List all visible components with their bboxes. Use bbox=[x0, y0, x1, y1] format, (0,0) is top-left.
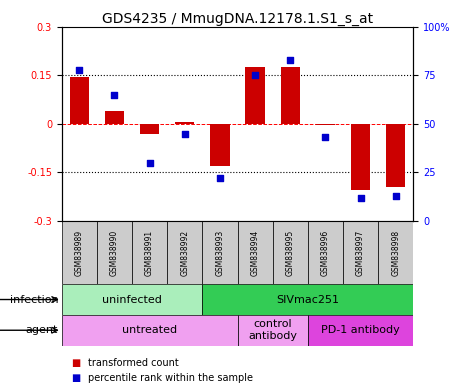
Bar bbox=[97, 221, 132, 284]
Bar bbox=[62, 315, 238, 346]
Point bbox=[357, 194, 364, 200]
Bar bbox=[386, 124, 405, 187]
Point bbox=[392, 192, 399, 199]
Bar bbox=[202, 284, 413, 315]
Text: control
antibody: control antibody bbox=[248, 319, 297, 341]
Text: GSM838989: GSM838989 bbox=[75, 229, 84, 276]
Bar bbox=[62, 221, 97, 284]
Text: GSM838998: GSM838998 bbox=[391, 229, 400, 276]
Text: GSM838993: GSM838993 bbox=[216, 229, 224, 276]
Text: GSM838990: GSM838990 bbox=[110, 229, 119, 276]
Text: ■: ■ bbox=[71, 358, 80, 368]
Text: GSM838991: GSM838991 bbox=[145, 229, 154, 276]
Point bbox=[286, 57, 294, 63]
Text: GSM838995: GSM838995 bbox=[286, 229, 294, 276]
Bar bbox=[308, 221, 343, 284]
Title: GDS4235 / MmugDNA.12178.1.S1_s_at: GDS4235 / MmugDNA.12178.1.S1_s_at bbox=[102, 12, 373, 26]
Bar bbox=[132, 221, 167, 284]
Point bbox=[181, 131, 189, 137]
Bar bbox=[210, 124, 229, 166]
Point bbox=[322, 134, 329, 141]
Text: SIVmac251: SIVmac251 bbox=[276, 295, 339, 305]
Text: agent: agent bbox=[26, 325, 58, 335]
Bar bbox=[167, 221, 202, 284]
Bar bbox=[308, 315, 413, 346]
Bar bbox=[105, 111, 124, 124]
Point bbox=[111, 92, 118, 98]
Bar bbox=[281, 67, 300, 124]
Bar bbox=[175, 122, 194, 124]
Text: GSM838994: GSM838994 bbox=[251, 229, 259, 276]
Text: PD-1 antibody: PD-1 antibody bbox=[321, 325, 400, 335]
Bar bbox=[202, 221, 238, 284]
Bar bbox=[378, 221, 413, 284]
Point bbox=[76, 66, 83, 73]
Bar bbox=[273, 221, 308, 284]
Bar bbox=[343, 221, 378, 284]
Bar bbox=[70, 77, 89, 124]
Bar bbox=[351, 124, 370, 190]
Text: transformed count: transformed count bbox=[88, 358, 179, 368]
Point bbox=[216, 175, 224, 181]
Point bbox=[146, 160, 153, 166]
Bar bbox=[238, 315, 308, 346]
Text: GSM838997: GSM838997 bbox=[356, 229, 365, 276]
Bar bbox=[140, 124, 159, 134]
Text: GSM838992: GSM838992 bbox=[180, 229, 189, 276]
Text: ■: ■ bbox=[71, 373, 80, 383]
Point bbox=[251, 72, 259, 78]
Text: untreated: untreated bbox=[122, 325, 177, 335]
Bar bbox=[246, 67, 265, 124]
Bar bbox=[316, 124, 335, 126]
Text: GSM838996: GSM838996 bbox=[321, 229, 330, 276]
Text: infection: infection bbox=[10, 295, 58, 305]
Text: uninfected: uninfected bbox=[102, 295, 162, 305]
Bar bbox=[62, 284, 202, 315]
Text: percentile rank within the sample: percentile rank within the sample bbox=[88, 373, 253, 383]
Bar bbox=[238, 221, 273, 284]
